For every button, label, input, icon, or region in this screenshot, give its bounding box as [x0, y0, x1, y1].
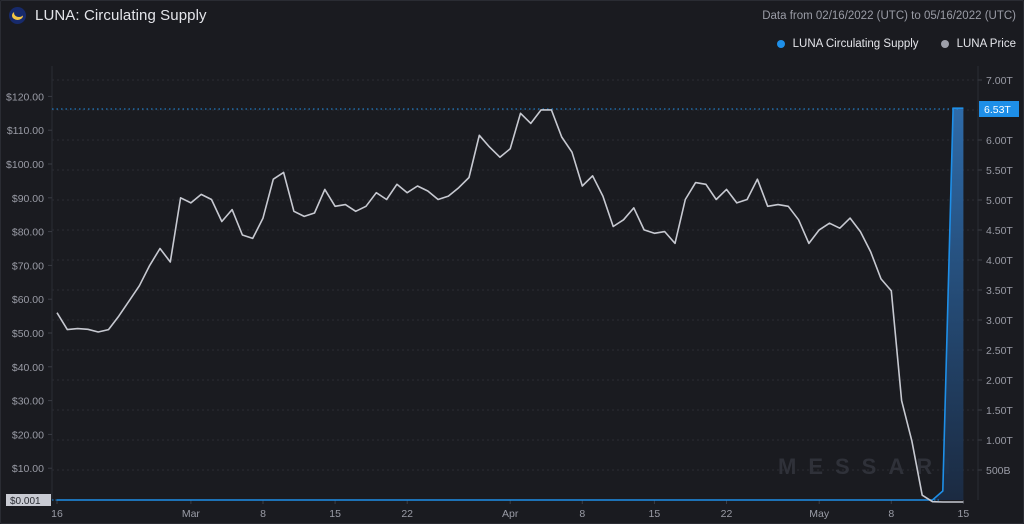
x-axis-tick-label: 22: [401, 508, 413, 520]
price-line[interactable]: [56, 109, 964, 503]
x-axis-tick-label: 8: [579, 508, 585, 520]
x-axis-ticks: 16 Mar 8 15 22 Apr 8 15 22 May 8 15: [51, 500, 969, 520]
left-axis-tick-label: $60.00: [12, 294, 44, 306]
right-axis-tick-label: 500B: [986, 465, 1011, 477]
x-axis-tick-label: 15: [329, 508, 341, 520]
right-axis-tick-label: 3.50T: [986, 285, 1013, 297]
left-axis-ticks: $120.00 $110.00 $100.00 $90.00 $80.00 $70.00 $…: [6, 91, 52, 475]
x-axis-tick-label: Apr: [502, 508, 519, 520]
left-axis-tick-label: $70.00: [12, 260, 44, 272]
chart-header: LUNA: Circulating Supply: [9, 7, 207, 24]
legend-label: LUNA Circulating Supply: [792, 38, 919, 50]
date-range-label: Data from 02/16/2022 (UTC) to 05/16/2022…: [762, 10, 1016, 22]
right-axis-tick-label: 1.00T: [986, 435, 1013, 447]
left-axis-tick-label: $100.00: [6, 159, 44, 171]
right-axis-tick-label: 1.50T: [986, 405, 1013, 417]
right-axis-tick-label: 7.00T: [986, 75, 1013, 87]
right-axis-tick-label: 4.50T: [986, 225, 1013, 237]
left-axis-tick-label: $110.00: [7, 125, 44, 137]
right-axis-tick-label: 5.00T: [986, 195, 1013, 207]
supply-current-badge: 6.53T: [979, 101, 1019, 117]
x-axis-tick-label: Mar: [182, 508, 201, 520]
right-axis-tick-label: 6.00T: [986, 135, 1013, 147]
legend-dot-icon: [776, 40, 785, 48]
legend-label: LUNA Price: [956, 38, 1016, 50]
x-axis-tick-label: 15: [649, 508, 661, 520]
left-axis-tick-label: $90.00: [12, 193, 44, 205]
x-axis-tick-label: 16: [51, 508, 63, 520]
x-axis-tick-label: May: [809, 508, 830, 520]
x-axis-tick-label: 8: [260, 508, 266, 520]
svg-text:6.53T: 6.53T: [984, 104, 1011, 116]
legend-item-price[interactable]: LUNA Price: [940, 38, 1016, 50]
left-axis-tick-label: $30.00: [12, 396, 44, 408]
chart-title: LUNA: Circulating Supply: [35, 7, 207, 24]
right-axis-tick-label: 3.00T: [986, 315, 1013, 327]
supply-line[interactable]: [57, 107, 964, 501]
right-axis-tick-label: 4.00T: [986, 255, 1013, 267]
x-axis-tick-label: 15: [958, 508, 970, 520]
right-axis-ticks: 7.00T 6.00T 5.50T 5.00T 4.50T 4.00T 3.50T 3.00T…: [978, 75, 1013, 477]
legend-dot-icon: [940, 40, 949, 48]
svg-text:$0.001: $0.001: [10, 496, 41, 507]
gridlines: [52, 79, 978, 471]
left-axis-tick-label: $40.00: [12, 362, 44, 374]
left-axis-tick-label: $10.00: [12, 463, 44, 475]
terra-luna-logo-icon: [9, 7, 26, 24]
chart-legend: LUNA Circulating Supply LUNA Price: [776, 38, 1016, 50]
right-axis-tick-label: 5.50T: [986, 165, 1013, 177]
messari-watermark: MESSARI: [778, 454, 962, 479]
left-axis-tick-label: $120.00: [6, 91, 44, 103]
left-axis-tick-label: $80.00: [12, 227, 44, 239]
price-current-badge: $0.001: [6, 494, 51, 507]
legend-item-supply[interactable]: LUNA Circulating Supply: [776, 38, 919, 50]
right-axis-tick-label: 2.00T: [986, 375, 1013, 387]
left-axis-tick-label: $20.00: [12, 429, 44, 441]
right-axis-tick-label: 2.50T: [986, 345, 1013, 357]
left-axis-tick-label: $50.00: [12, 328, 44, 340]
x-axis-tick-label: 22: [721, 508, 733, 520]
x-axis-tick-label: 8: [888, 508, 894, 520]
